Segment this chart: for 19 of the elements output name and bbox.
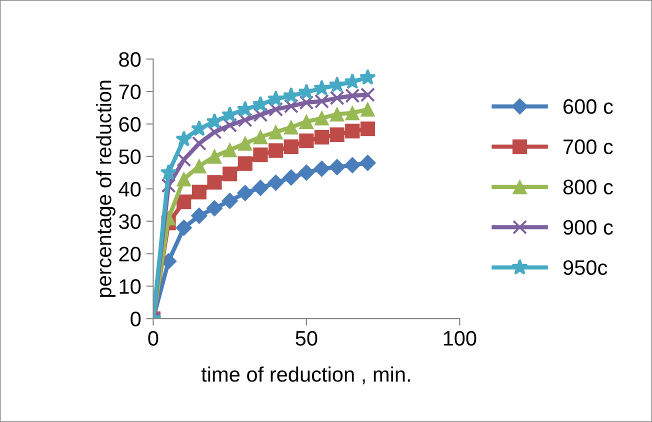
y-tick-label: 50 <box>119 149 141 164</box>
y-tick-label: 20 <box>119 246 141 262</box>
y-tick-label: 70 <box>119 84 141 100</box>
y-tick-label: 30 <box>119 214 141 230</box>
x-axis-title: time of reduction , min. <box>201 366 410 384</box>
x-tick-label: 100 <box>444 330 476 346</box>
y-tick-label: 40 <box>118 182 141 197</box>
x-tick-label: 0 <box>148 330 158 346</box>
y-tick-label: 60 <box>119 116 141 132</box>
x-tick-label: 50 <box>296 330 318 346</box>
legend-label: 950c <box>563 260 608 275</box>
legend-label: 700 c <box>564 139 613 154</box>
legend-label: 900 c <box>563 220 613 235</box>
y-axis-title: percentage of reduction <box>96 80 116 297</box>
y-tick-label: 0 <box>130 312 141 326</box>
legend-label: 600 c <box>564 99 613 114</box>
y-tick-label: 10 <box>120 279 141 294</box>
y-tick-label: 80 <box>119 52 141 67</box>
legend-label: 800 c <box>563 180 613 194</box>
